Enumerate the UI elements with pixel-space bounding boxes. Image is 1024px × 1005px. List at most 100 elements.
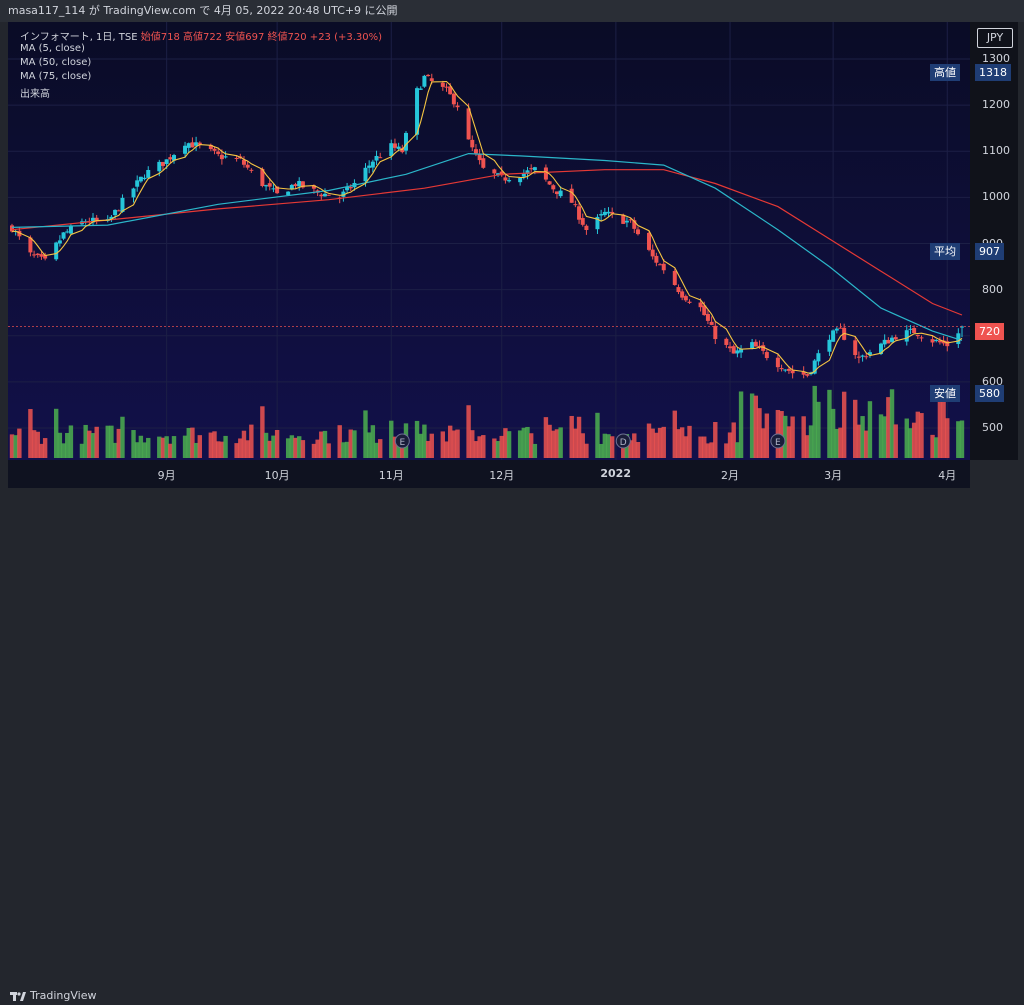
candle-body — [709, 321, 714, 325]
volume-bar — [263, 432, 269, 458]
volume-bar — [326, 443, 331, 458]
volume-bar — [492, 438, 497, 458]
candle-body — [683, 296, 688, 301]
candle-body — [289, 184, 294, 190]
candle-body — [908, 328, 913, 330]
volume-bar — [473, 441, 479, 458]
candle-body — [624, 220, 629, 223]
candle-body — [764, 352, 769, 359]
volume-bar — [197, 435, 202, 458]
candle-body — [120, 197, 125, 212]
volume-bar — [934, 437, 939, 458]
candle-body — [551, 185, 556, 190]
volume-bar — [455, 429, 460, 458]
tradingview-logo[interactable]: TradingView — [10, 989, 96, 1002]
candle-body — [816, 353, 821, 362]
candle-body — [400, 148, 405, 153]
candle-body — [860, 355, 865, 357]
volume-bar — [679, 427, 685, 458]
volume-bar — [116, 428, 121, 458]
volume-bar — [274, 429, 280, 458]
time-axis[interactable] — [8, 460, 970, 488]
volume-bar — [499, 435, 504, 458]
volume-bar — [105, 425, 110, 458]
candle-body — [477, 153, 482, 161]
volume-bar — [249, 424, 254, 458]
candle-body — [271, 188, 276, 190]
candle-body — [422, 75, 427, 87]
candle-body — [470, 139, 475, 148]
candle-body — [264, 185, 269, 187]
candle-body — [65, 231, 70, 233]
currency-badge[interactable]: JPY — [977, 28, 1013, 48]
volume-bar — [341, 442, 346, 458]
volume-bar — [956, 421, 961, 458]
candle-body — [503, 177, 508, 181]
candle-body — [216, 151, 221, 154]
footer-bar: TradingView — [0, 493, 1024, 1002]
candle-body — [702, 305, 707, 316]
candle-body — [569, 188, 574, 203]
candle-body — [109, 216, 114, 220]
event-marker-label: D — [620, 438, 627, 448]
volume-bar — [646, 423, 652, 458]
volume-bar — [602, 433, 608, 458]
volume-bar — [440, 431, 446, 458]
candle-body — [223, 156, 228, 158]
volume-bar — [841, 391, 847, 458]
candle-body — [370, 161, 375, 168]
low-label-tag: 安値 — [930, 385, 960, 402]
ma5-line — [11, 80, 963, 374]
candle-body — [635, 229, 640, 235]
candle-body — [374, 155, 379, 161]
candle-body — [157, 161, 162, 172]
candle-body — [658, 264, 663, 266]
volume-bar — [606, 434, 611, 458]
volume-bar — [79, 443, 85, 458]
average-label-tag: 平均 — [930, 243, 960, 260]
y-tick-label: 1100 — [982, 144, 1010, 158]
legend-ohlc: 始値718 高値722 安値697 終値720 +23 (+3.30%) — [140, 32, 383, 43]
volume-bar — [827, 389, 832, 458]
candle-body — [91, 217, 96, 223]
candle-body — [260, 168, 265, 187]
volume-bar — [676, 429, 681, 458]
volume-bar — [661, 426, 666, 458]
volume-bar — [609, 436, 615, 458]
volume-bar — [598, 443, 604, 458]
volume-bar — [271, 435, 276, 458]
candle-body — [348, 187, 353, 189]
candle-body — [529, 168, 534, 170]
volume-bar — [481, 435, 486, 458]
y-tick-label: 800 — [982, 282, 1003, 296]
volume-bar — [702, 436, 707, 458]
chart-plot-area[interactable]: E D E インフォマート, 1日, TSE 始値718 高値722 安値697 終… — [8, 22, 970, 460]
volume-bar — [554, 429, 560, 458]
candle-body — [61, 232, 66, 239]
candle-body — [35, 253, 40, 255]
volume-bar — [208, 432, 214, 458]
candle-body — [311, 185, 316, 189]
volume-bar — [134, 442, 140, 458]
x-tick-label: 2022 — [600, 467, 631, 480]
candle-body — [580, 218, 585, 225]
volume-bar — [65, 432, 70, 458]
volume-bar — [621, 440, 626, 458]
candle-body — [415, 88, 420, 135]
volume-bar — [429, 433, 434, 458]
candle-body — [440, 82, 445, 87]
candle-body — [783, 369, 788, 371]
volume-bar — [238, 438, 243, 458]
candle-body — [39, 254, 44, 257]
volume-bar — [425, 440, 431, 458]
candle-body — [919, 337, 924, 339]
volume-bar — [171, 436, 177, 458]
event-marker-icon — [615, 433, 631, 449]
volume-bar — [812, 385, 817, 458]
y-tick-label: 1000 — [982, 190, 1010, 204]
ma75-line — [11, 169, 963, 316]
candle-body — [930, 339, 935, 343]
candle-body — [451, 93, 456, 105]
volume-bar — [783, 415, 788, 458]
x-tick-label: 4月 — [938, 469, 957, 482]
